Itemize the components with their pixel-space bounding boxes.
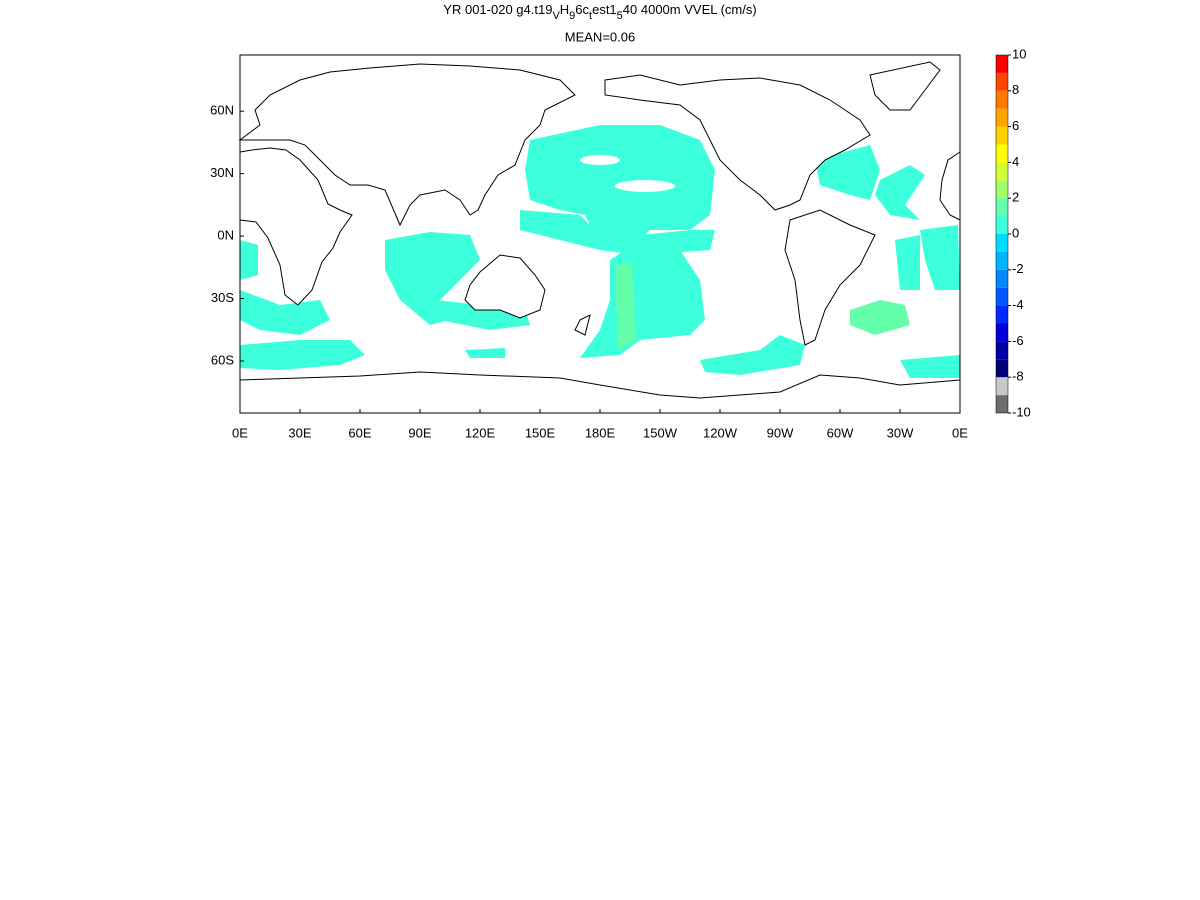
colorbar-label: -4 bbox=[1012, 297, 1024, 312]
x-tick-label: 180E bbox=[585, 425, 616, 440]
colorbar-box bbox=[996, 251, 1008, 270]
colorbar-box bbox=[996, 234, 1008, 252]
x-tick-label: 90E bbox=[408, 425, 431, 440]
colorbar-label: 0 bbox=[1012, 225, 1019, 240]
north-america bbox=[604, 74, 871, 211]
field-region bbox=[615, 262, 636, 350]
title-segment: 40 4000m VVEL (cm/s) bbox=[623, 2, 757, 17]
field-region bbox=[900, 355, 960, 378]
x-tick-label: 0E bbox=[232, 425, 248, 440]
field-region bbox=[920, 225, 960, 290]
field-region bbox=[240, 240, 258, 280]
y-tick-label: 60N bbox=[210, 103, 234, 118]
title-segment: est1 bbox=[592, 2, 617, 17]
colorbar-box bbox=[996, 198, 1008, 217]
field-region bbox=[240, 340, 365, 370]
x-tick-label: 120W bbox=[703, 425, 738, 440]
y-tick-label: 30N bbox=[210, 165, 234, 180]
colorbar-label: 10 bbox=[1012, 46, 1026, 61]
title-segment: YR 001-020 g4.t19 bbox=[443, 2, 552, 17]
field-region bbox=[875, 165, 925, 220]
colorbar-label: 6 bbox=[1012, 118, 1019, 133]
colorbar-box bbox=[996, 126, 1008, 145]
field-region bbox=[465, 348, 505, 358]
colorbar-box bbox=[996, 323, 1008, 342]
x-tick-label: 30E bbox=[288, 425, 311, 440]
colorbar-label: 8 bbox=[1012, 82, 1019, 97]
new-zealand bbox=[574, 314, 591, 336]
title-segment: 6c bbox=[575, 2, 589, 17]
field-region bbox=[385, 232, 480, 325]
colorbar-box bbox=[996, 108, 1008, 127]
title-subscript: 9 bbox=[569, 10, 575, 22]
map-title: YR 001-020 g4.t19VH96ctest1540 4000m VVE… bbox=[443, 2, 756, 21]
x-tick-label: 60W bbox=[827, 425, 854, 440]
field-region bbox=[580, 240, 705, 358]
colorbar-box bbox=[996, 341, 1008, 360]
colorbar-label: -6 bbox=[1012, 333, 1024, 348]
coastlines bbox=[238, 61, 961, 399]
x-tick-label: 60E bbox=[348, 425, 371, 440]
field-region bbox=[240, 290, 330, 335]
colorbar-box bbox=[996, 90, 1008, 109]
field-region bbox=[700, 335, 805, 375]
colorbar-box bbox=[996, 377, 1008, 396]
colorbar-box bbox=[996, 144, 1008, 163]
colorbar-label: -2 bbox=[1012, 261, 1024, 276]
colorbar-box bbox=[996, 269, 1008, 288]
colorbar-label: -8 bbox=[1012, 369, 1024, 384]
colorbar-box bbox=[996, 305, 1008, 324]
data-field bbox=[240, 125, 960, 378]
colorbar-box bbox=[996, 395, 1008, 413]
field-region bbox=[435, 300, 530, 330]
south-america bbox=[784, 209, 876, 346]
mean-label: MEAN=0.06 bbox=[565, 29, 635, 44]
field-region bbox=[815, 145, 880, 200]
field-gap bbox=[615, 180, 675, 192]
y-tick-label: 30S bbox=[211, 290, 234, 305]
y-tick-label: 60S bbox=[211, 352, 234, 367]
colorbar-label: 4 bbox=[1012, 154, 1019, 169]
title-subscript: 5 bbox=[617, 10, 623, 22]
colorbar-box bbox=[996, 180, 1008, 199]
africa-west bbox=[939, 151, 961, 221]
x-tick-label: 150E bbox=[525, 425, 556, 440]
y-tick-label: 0N bbox=[217, 228, 234, 243]
africa bbox=[239, 147, 353, 306]
field-gap bbox=[580, 155, 620, 165]
colorbar-box bbox=[996, 55, 1008, 73]
colorbar-label: -10 bbox=[1012, 404, 1031, 419]
australia bbox=[464, 254, 546, 319]
antarctica bbox=[239, 371, 961, 399]
colorbar-label: 2 bbox=[1012, 190, 1019, 205]
field-region bbox=[520, 210, 715, 255]
x-tick-label: 0E bbox=[952, 425, 968, 440]
colorbar-box bbox=[996, 162, 1008, 181]
field-region bbox=[895, 235, 920, 290]
title-subscript: V bbox=[552, 10, 560, 22]
greenland bbox=[869, 61, 941, 111]
x-tick-label: 30W bbox=[887, 425, 914, 440]
x-tick-label: 90W bbox=[767, 425, 794, 440]
x-tick-label: 150W bbox=[643, 425, 678, 440]
eurasia bbox=[238, 63, 576, 227]
colorbar-box bbox=[996, 216, 1008, 234]
title-segment: H bbox=[560, 2, 569, 17]
colorbar-box bbox=[996, 72, 1008, 91]
title-subscript: t bbox=[589, 10, 592, 22]
field-region bbox=[850, 300, 910, 335]
colorbar-box bbox=[996, 359, 1008, 378]
colorbar-box bbox=[996, 287, 1008, 306]
x-tick-label: 120E bbox=[465, 425, 496, 440]
